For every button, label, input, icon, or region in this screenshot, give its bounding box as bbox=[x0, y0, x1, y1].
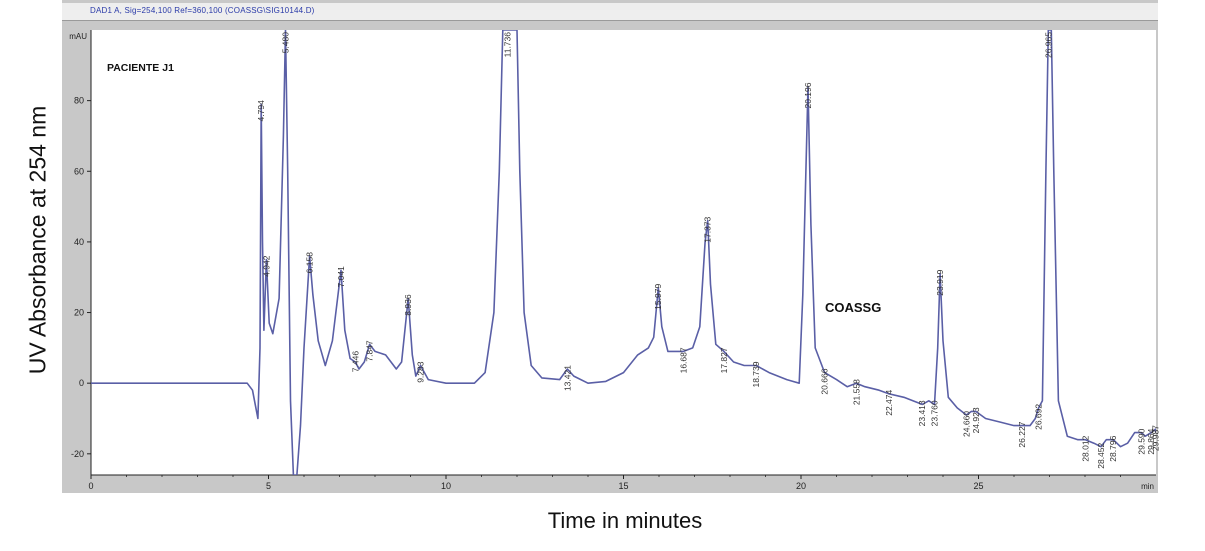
x-tick-label: 25 bbox=[973, 481, 983, 491]
x-tick-label: 5 bbox=[266, 481, 271, 491]
signal-title: DAD1 A, Sig=254,100 Ref=360,100 (COASSG\… bbox=[90, 6, 315, 15]
peak-label: 24.923 bbox=[971, 407, 981, 433]
peak-label: 20.196 bbox=[803, 82, 813, 108]
peak-label: 17.827 bbox=[719, 347, 729, 373]
peak-label: 22.474 bbox=[884, 389, 894, 415]
peak-label: 24.660 bbox=[961, 411, 971, 437]
peak-label: 15.979 bbox=[653, 284, 663, 310]
y-tick-label: 20 bbox=[74, 308, 84, 318]
peak-label: 28.796 bbox=[1108, 435, 1118, 461]
peak-label: 21.558 bbox=[851, 379, 861, 405]
peak-label: 7.847 bbox=[365, 340, 375, 362]
y-axis-label: UV Absorbance at 254 nm bbox=[24, 105, 51, 375]
plot-area bbox=[91, 30, 1156, 475]
y-tick-label: -20 bbox=[71, 449, 84, 459]
peak-label: 23.413 bbox=[917, 400, 927, 426]
coassg-annotation: COASSG bbox=[825, 300, 881, 315]
peak-label: 7.446 bbox=[350, 351, 360, 373]
peak-label: 26.965 bbox=[1043, 32, 1053, 58]
x-tick-label: 20 bbox=[796, 481, 806, 491]
x-tick-label: 10 bbox=[441, 481, 451, 491]
peak-label: 23.919 bbox=[935, 269, 945, 295]
x-unit-label: min bbox=[1141, 482, 1154, 491]
x-tick-label: 0 bbox=[88, 481, 93, 491]
peak-label: 6.158 bbox=[305, 252, 315, 274]
peak-label: 13.421 bbox=[562, 365, 572, 391]
peak-label: 29.590 bbox=[1136, 428, 1146, 454]
peak-label: 8.936 bbox=[403, 294, 413, 316]
peak-label: 7.041 bbox=[336, 266, 346, 288]
peak-label: 9.283 bbox=[416, 361, 426, 383]
peak-label: 29.987 bbox=[1151, 425, 1161, 451]
y-unit-label: mAU bbox=[69, 32, 87, 41]
peak-label: 16.687 bbox=[678, 347, 688, 373]
y-tick-label: 40 bbox=[74, 237, 84, 247]
chart-title: PACIENTE J1 bbox=[107, 62, 174, 74]
peak-label: 29.864 bbox=[1146, 428, 1156, 454]
signal-title-bar: DAD1 A, Sig=254,100 Ref=360,100 (COASSG\… bbox=[62, 3, 1158, 21]
peak-label: 28.012 bbox=[1080, 435, 1090, 461]
peak-label: 26.227 bbox=[1017, 421, 1027, 447]
x-tick-label: 15 bbox=[618, 481, 628, 491]
y-tick-label: 60 bbox=[74, 166, 84, 176]
peak-label: 11.736 bbox=[503, 32, 513, 58]
peak-label: 4.942 bbox=[261, 255, 271, 277]
peak-label: 4.794 bbox=[256, 100, 266, 122]
chromatogram-trace bbox=[91, 30, 1156, 475]
x-axis-label: Time in minutes bbox=[547, 508, 703, 533]
peak-label: 18.739 bbox=[751, 361, 761, 387]
peak-label: 20.666 bbox=[820, 368, 830, 394]
y-tick-label: 0 bbox=[79, 378, 84, 388]
y-tick-label: 80 bbox=[74, 96, 84, 106]
peak-label: 26.692 bbox=[1034, 404, 1044, 430]
peak-label: 17.373 bbox=[703, 216, 713, 242]
peak-label: 28.452 bbox=[1096, 442, 1106, 468]
peak-label: 5.480 bbox=[281, 32, 291, 54]
peak-label: 23.760 bbox=[929, 400, 939, 426]
